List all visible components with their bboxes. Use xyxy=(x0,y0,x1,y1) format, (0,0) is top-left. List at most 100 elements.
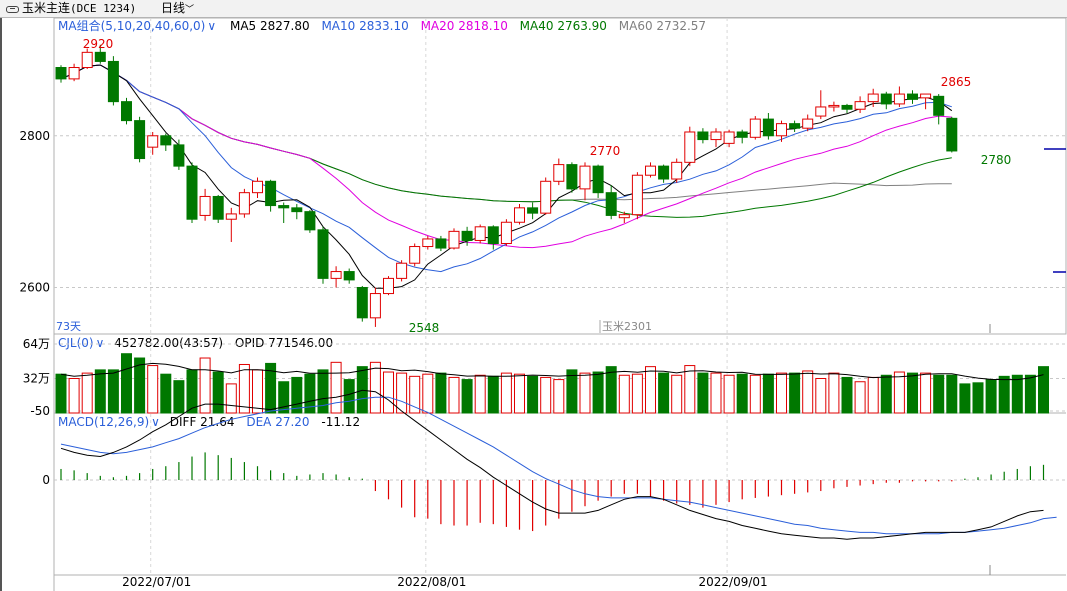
volume-bar xyxy=(566,369,578,414)
candle xyxy=(173,144,185,167)
volume-bar xyxy=(1024,374,1036,414)
candle xyxy=(907,93,918,100)
link-icon[interactable] xyxy=(6,6,19,13)
volume-bar xyxy=(500,372,512,414)
ma10-value: MA10 2833.10 xyxy=(321,19,409,33)
volume-bar xyxy=(225,383,237,414)
dea-value: DEA 27.20 xyxy=(246,415,310,429)
candle xyxy=(461,230,473,241)
volume-bar xyxy=(252,369,263,414)
volume-bar xyxy=(618,374,630,414)
volume-bar xyxy=(1038,366,1049,414)
volume-bar xyxy=(199,357,211,414)
volume-bar xyxy=(985,379,997,414)
mid-high-label: 2770 xyxy=(590,144,621,158)
ma20-value: MA20 2818.10 xyxy=(420,19,508,33)
chevron-down-icon[interactable]: ∨ xyxy=(95,336,105,350)
ma10-line xyxy=(60,64,952,273)
ma60-value: MA60 2732.57 xyxy=(618,19,707,33)
contract-label: 玉米2301 xyxy=(602,320,652,333)
candle xyxy=(710,131,722,141)
low-label: 2548 xyxy=(409,321,440,335)
candle xyxy=(422,238,434,248)
volume-bar xyxy=(854,381,866,414)
volume-bar xyxy=(55,373,67,414)
candle xyxy=(802,118,814,129)
volume-bar xyxy=(317,369,329,414)
ma-group-selector[interactable]: MA组合(5,10,20,40,60,0) xyxy=(58,19,206,33)
volume-bar xyxy=(841,376,853,414)
volume-bar xyxy=(776,372,787,414)
chevron-down-icon: ﹀ xyxy=(185,5,195,15)
volume-bar xyxy=(94,369,106,414)
candle xyxy=(186,165,198,220)
volume-indicator-selector[interactable]: CJL(0) xyxy=(58,336,94,350)
candle xyxy=(815,106,827,117)
day-count-label: 73天 xyxy=(56,320,81,333)
candle xyxy=(514,207,525,223)
candle xyxy=(121,101,132,122)
volume-bar xyxy=(107,369,119,414)
volume-bar xyxy=(553,379,565,414)
volume-bar xyxy=(592,371,604,414)
volume-bar xyxy=(1011,374,1023,414)
ma40-line xyxy=(60,64,952,218)
last-price-label: 2780 xyxy=(981,153,1012,167)
candle xyxy=(579,165,591,190)
volume-bar xyxy=(487,375,499,414)
volume-bar xyxy=(173,380,185,414)
candle xyxy=(697,131,709,141)
volume-bar xyxy=(907,372,918,414)
volume-bar xyxy=(527,375,539,414)
candle xyxy=(749,118,761,138)
candle xyxy=(946,117,958,152)
candle xyxy=(487,226,499,244)
candle xyxy=(566,164,578,190)
candle xyxy=(369,293,381,319)
candle xyxy=(134,120,146,160)
candle xyxy=(265,180,277,207)
volume-bar xyxy=(645,366,656,414)
candle xyxy=(841,104,853,110)
volume-bar xyxy=(671,374,683,414)
volume-bar xyxy=(789,372,801,414)
chevron-down-icon[interactable]: ∨ xyxy=(207,19,217,33)
diff-line xyxy=(60,389,1044,540)
price-tick-label: 2600 xyxy=(19,280,50,294)
volume-bar xyxy=(147,365,159,414)
volume-value: 452782.00(43:57) xyxy=(114,336,224,350)
volume-bar xyxy=(514,373,525,414)
ma5-line xyxy=(60,64,953,289)
period-selector[interactable]: 日线﹀ xyxy=(161,1,195,15)
open-interest-value: OPID 771546.00 xyxy=(234,336,334,350)
chart-header: 玉米主连(DCE 1234) 日线﹀ xyxy=(0,0,1067,18)
candle xyxy=(238,192,250,215)
ma20-line xyxy=(60,64,952,249)
volume-bar xyxy=(330,361,342,414)
volume-bar xyxy=(186,369,198,414)
volume-bar xyxy=(802,370,814,414)
candle xyxy=(396,262,408,279)
volume-bar xyxy=(81,372,93,414)
macd-indicator-selector[interactable]: MACD(12,26,9) xyxy=(58,415,150,429)
candle xyxy=(553,164,565,182)
volume-bar xyxy=(723,374,735,414)
volume-bar xyxy=(893,371,905,414)
volume-bar xyxy=(658,372,670,414)
candle xyxy=(435,238,447,249)
volume-bar xyxy=(998,375,1010,414)
candle xyxy=(605,192,617,216)
volume-bar xyxy=(461,379,473,414)
candle xyxy=(409,246,421,264)
volume-bar xyxy=(369,361,381,414)
volume-bar xyxy=(212,371,224,414)
volume-bar xyxy=(920,372,932,414)
candle xyxy=(383,277,394,295)
candle xyxy=(304,211,316,231)
chevron-down-icon[interactable]: ∨ xyxy=(151,415,160,429)
ma-legend: MA组合(5,10,20,40,60,0) ∨ MA5 2827.80 MA10 … xyxy=(58,18,714,34)
candle xyxy=(107,60,119,103)
candle xyxy=(828,104,840,108)
